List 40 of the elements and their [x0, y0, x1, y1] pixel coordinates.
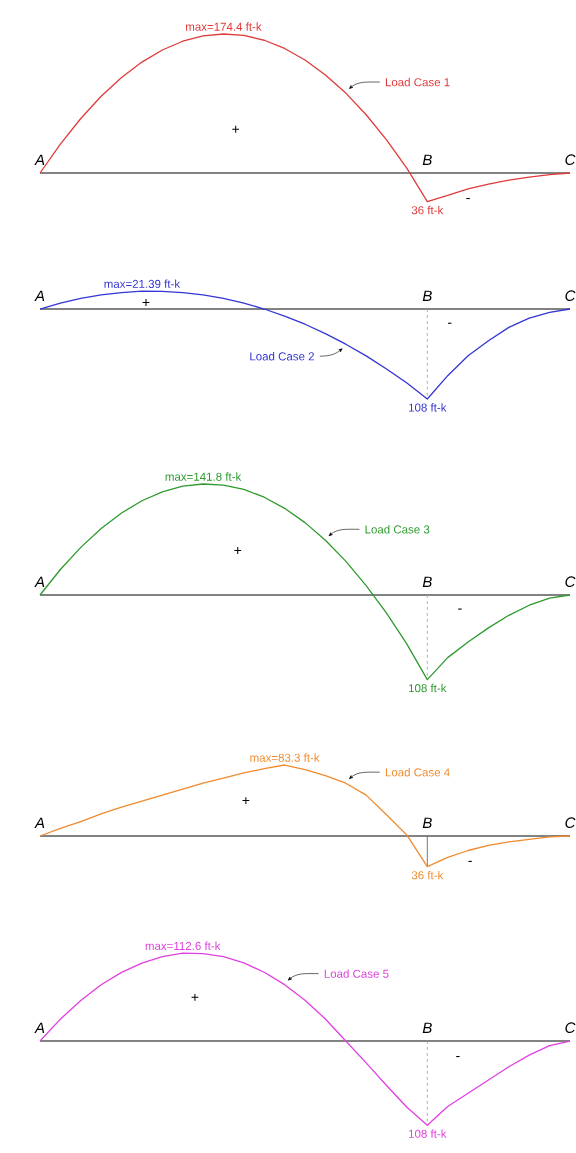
- text: Load Case 1: [385, 77, 450, 87]
- x-tick-label: C: [565, 576, 576, 587]
- x-tick-label: A: [34, 290, 45, 301]
- x-tick-label: A: [34, 576, 45, 587]
- annotation: +: [242, 797, 250, 805]
- x-tick-label: B: [422, 290, 432, 301]
- text: Load Case 5: [324, 969, 389, 978]
- text: Load Case 3: [365, 525, 430, 534]
- x-tick-label: C: [565, 817, 576, 828]
- x-tick-label: B: [422, 1022, 432, 1033]
- text: 36 ft-k: [411, 205, 444, 215]
- text: 108 ft-k: [409, 683, 447, 693]
- x-tick-label: B: [422, 154, 432, 165]
- annotation: -: [466, 197, 470, 200]
- annotation: -: [448, 322, 452, 324]
- text: max=174.4 ft-k: [186, 22, 262, 31]
- x-tick-label: A: [34, 817, 45, 828]
- x-tick-label: B: [422, 576, 432, 587]
- x-tick-label: A: [34, 1022, 45, 1033]
- annotation: +: [232, 125, 240, 133]
- text: max=112.6 ft-k: [145, 941, 221, 951]
- annotation: -: [468, 860, 472, 862]
- text: Load Case 4: [385, 767, 450, 777]
- annotation: +: [234, 547, 242, 554]
- x-tick-label: A: [34, 154, 45, 165]
- x-tick-label: C: [565, 154, 576, 165]
- text: 108 ft-k: [409, 403, 447, 412]
- text: max=83.3 ft-k: [250, 753, 320, 762]
- text: 36 ft-k: [411, 870, 444, 880]
- annotation: +: [142, 299, 150, 306]
- text: max=141.8 ft-k: [165, 472, 242, 481]
- x-tick-label: C: [565, 1022, 576, 1033]
- annotation: +: [191, 993, 199, 1001]
- x-tick-label: B: [422, 817, 432, 828]
- x-tick-label: C: [565, 290, 576, 301]
- text: max=21.39 ft-k: [104, 279, 181, 288]
- annotation: -: [458, 608, 462, 610]
- series-label: Load Case 2: [250, 351, 314, 361]
- text: 108 ft-k: [409, 1129, 447, 1138]
- annotation: -: [456, 1056, 460, 1058]
